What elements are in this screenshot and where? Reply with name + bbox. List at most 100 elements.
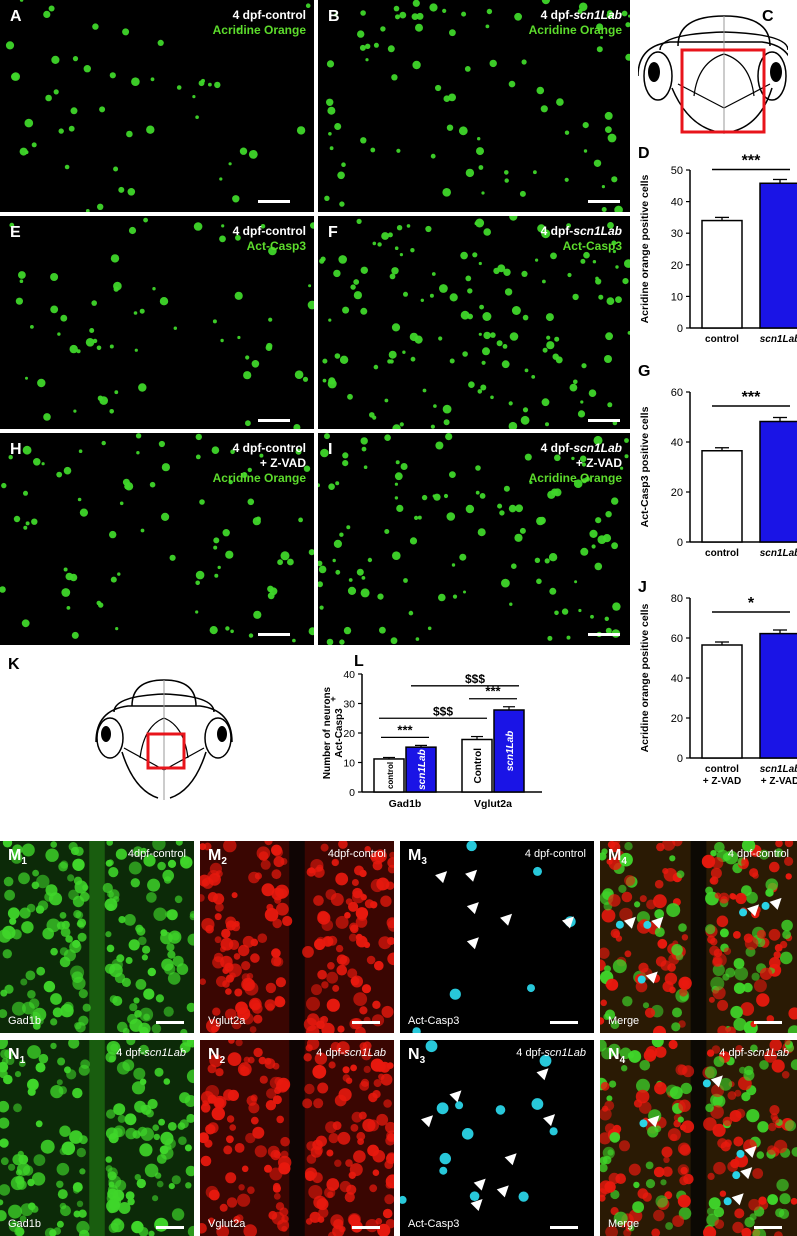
cell-blob xyxy=(43,10,51,18)
cell-blob xyxy=(20,1203,34,1217)
panel-f-cells xyxy=(319,216,630,429)
cell-blob xyxy=(230,629,234,634)
cell-blob xyxy=(351,879,359,886)
cell-blob xyxy=(430,424,435,429)
y-tick-label: 40 xyxy=(671,673,683,685)
cell-blob xyxy=(184,1095,194,1107)
cell-blob xyxy=(334,1159,342,1167)
cell-blob xyxy=(177,1122,186,1130)
cell-blob xyxy=(225,1008,237,1021)
cell-blob xyxy=(56,1162,70,1176)
cell-blob xyxy=(406,224,411,228)
cell-blob xyxy=(439,1152,451,1165)
arrowhead-marker xyxy=(710,1075,723,1088)
cell-blob xyxy=(342,306,350,314)
cell-blob xyxy=(342,1066,350,1074)
cell-blob xyxy=(544,558,550,564)
panel-n2-label: Vglut2a xyxy=(208,1218,246,1230)
panel-n4-cells xyxy=(600,1040,797,1236)
cell-blob xyxy=(0,1049,10,1059)
cell-blob xyxy=(665,1222,673,1230)
cell-blob xyxy=(432,494,436,498)
cell-blob xyxy=(78,1209,87,1218)
cell-blob xyxy=(514,12,522,21)
cell-blob xyxy=(606,978,619,991)
cell-blob xyxy=(171,1175,181,1185)
cell-blob xyxy=(719,928,729,938)
cell-blob xyxy=(214,913,222,921)
cell-blob xyxy=(508,421,518,429)
cell-blob xyxy=(223,841,237,853)
cell-blob xyxy=(80,1059,90,1069)
cell-blob xyxy=(65,935,73,943)
cell-blob xyxy=(308,284,312,288)
cell-blob xyxy=(601,848,608,855)
panel-h-caption: 4 dpf-control + Z-VAD Acridine Orange xyxy=(212,441,306,485)
cell-blob xyxy=(152,287,156,291)
cell-blob xyxy=(337,171,345,180)
cell-blob xyxy=(592,260,597,264)
cell-blob xyxy=(238,1184,245,1191)
cell-blob xyxy=(746,1109,760,1123)
cell-blob xyxy=(416,12,424,20)
x-tick-label: + Z-VAD xyxy=(761,776,797,787)
cell-blob xyxy=(161,512,170,521)
cell-blob xyxy=(361,446,367,452)
cell-blob xyxy=(707,1172,715,1180)
cell-blob xyxy=(0,989,8,997)
cell-blob xyxy=(22,445,32,455)
cell-blob xyxy=(374,960,384,971)
cell-blob xyxy=(391,267,399,275)
cell-blob xyxy=(108,1175,122,1189)
cell-blob xyxy=(320,843,329,852)
cell-blob xyxy=(324,433,330,440)
cell-blob xyxy=(412,60,421,70)
cell-blob xyxy=(766,1015,775,1023)
panel-f-micrograph: F 4 dpf-scn1Lab Act-Casp3 xyxy=(318,216,630,429)
cell-blob xyxy=(265,982,277,994)
bar-inner-label: control xyxy=(386,762,395,789)
panel-m1-scalebar xyxy=(156,1021,184,1024)
y-tick-label: 0 xyxy=(677,537,683,549)
cell-blob xyxy=(740,1002,755,1016)
chart-j: 0 20 40 60 80 Acridine orange positive cells c… xyxy=(638,579,797,787)
cell-blob xyxy=(439,284,448,293)
cell-blob xyxy=(314,1052,328,1065)
cell-blob xyxy=(322,358,328,364)
arrowhead-marker xyxy=(473,1178,486,1191)
arrowhead-marker xyxy=(421,1115,434,1128)
cell-blob xyxy=(348,578,353,582)
cell-blob xyxy=(598,294,604,300)
cell-blob xyxy=(600,947,610,959)
y-tick-label: 10 xyxy=(343,758,355,770)
x-tick-label: scn1Lab xyxy=(760,764,797,775)
cell-blob xyxy=(610,1189,620,1200)
cell-blob xyxy=(133,311,138,315)
cell-blob xyxy=(381,1005,394,1018)
cell-blob xyxy=(351,890,365,904)
cell-blob xyxy=(241,1165,249,1173)
cell-blob xyxy=(522,407,529,413)
cell-blob xyxy=(489,59,497,68)
cell-blob xyxy=(186,1069,194,1084)
x-group-label: Gad1b xyxy=(389,798,422,810)
cell-blob xyxy=(373,42,379,48)
cell-blob xyxy=(353,291,362,300)
cell-blob xyxy=(774,944,783,952)
cell-blob xyxy=(596,23,604,31)
cell-blob xyxy=(445,433,453,441)
cell-blob xyxy=(386,1062,394,1069)
cell-blob xyxy=(105,1165,113,1172)
cell-blob xyxy=(15,1175,25,1185)
cell-blob xyxy=(671,1022,681,1032)
cell-blob xyxy=(253,1047,263,1058)
cell-blob xyxy=(573,479,583,488)
panel-n2: N2 4 dpf-scn1Lab Vglut2a xyxy=(200,1040,394,1236)
cell-blob xyxy=(602,1146,615,1159)
cell-blob xyxy=(179,1042,191,1053)
cell-blob xyxy=(158,440,165,448)
cell-blob xyxy=(326,971,339,984)
cell-blob xyxy=(146,125,155,134)
cell-blob xyxy=(504,170,509,175)
cell-blob xyxy=(154,1217,169,1232)
